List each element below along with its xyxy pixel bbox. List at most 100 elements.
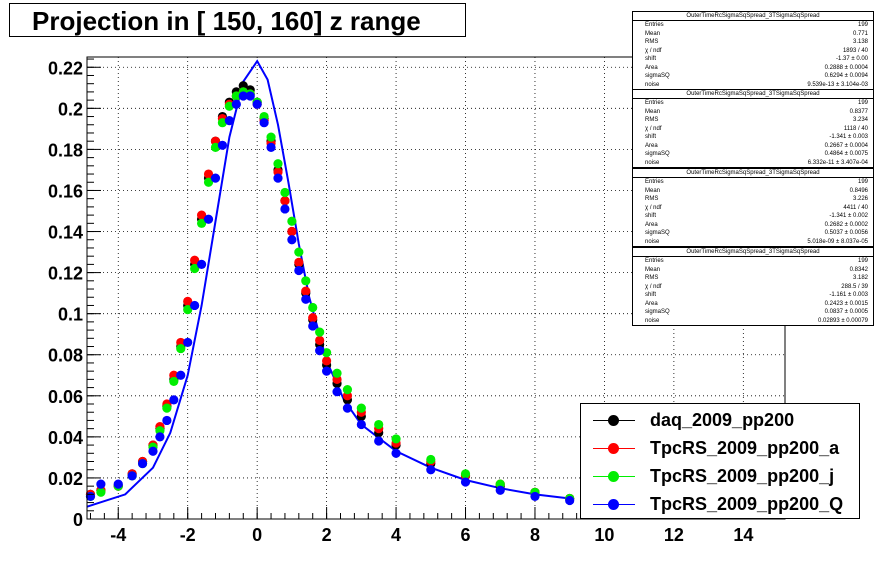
data-point bbox=[238, 91, 248, 101]
data-point bbox=[266, 132, 276, 142]
data-point bbox=[294, 265, 304, 276]
stats-value: -1.341 ± 0.002 bbox=[829, 213, 868, 219]
stats-row: χ / ndf 1118 / 40 bbox=[633, 125, 873, 134]
stats-value: 0.2888 ± 0.0004 bbox=[824, 64, 868, 71]
stats-key: shift bbox=[645, 134, 657, 140]
stats-value: 0.02893 ± 0.00079 bbox=[817, 317, 868, 324]
stats-row: Mean 0.771 bbox=[633, 30, 873, 39]
stats-key: Entries bbox=[645, 179, 664, 185]
data-point bbox=[231, 99, 241, 109]
data-point bbox=[308, 313, 318, 323]
legend-marker bbox=[608, 471, 619, 482]
y-tick-label: 0.06 bbox=[48, 387, 83, 407]
data-point bbox=[127, 471, 137, 481]
data-point bbox=[322, 366, 332, 376]
stats-value: 9.539e-13 ± 3.104e-03 bbox=[807, 81, 868, 88]
data-point bbox=[217, 140, 228, 150]
data-point bbox=[190, 300, 200, 311]
legend-label: TpcRS_2009_pp200_j bbox=[650, 466, 835, 486]
stats-key: χ / ndf bbox=[645, 283, 662, 290]
y-tick-label: 0.02 bbox=[48, 469, 83, 489]
legend-label: TpcRS_2009_pp200_Q bbox=[650, 494, 844, 514]
data-point bbox=[113, 479, 123, 489]
legend-entry: TpcRS_2009_pp200_Q bbox=[581, 490, 859, 518]
stats-row: sigmaSQ 0.6294 ± 0.0094 bbox=[633, 72, 873, 81]
stats-value: 6.332e-11 ± 3.407e-04 bbox=[807, 159, 868, 166]
stats-value: 0.8342 bbox=[849, 266, 868, 273]
data-point bbox=[169, 376, 179, 387]
x-tick-label: -2 bbox=[180, 525, 196, 545]
data-point bbox=[315, 335, 325, 345]
axes: -4 -2 0 2 4 6 8 10 12 14 0 0.02 0.04 0.06 0.08 0.1 0.12 0… bbox=[48, 56, 786, 545]
legend-entry: TpcRS_2009_pp200_j bbox=[581, 462, 859, 490]
x-tick-label: 14 bbox=[733, 525, 753, 545]
y-tick-label: 0.22 bbox=[48, 58, 83, 78]
data-point bbox=[356, 403, 366, 413]
data-point bbox=[162, 403, 172, 413]
stats-row: χ / ndf 288.5 / 39 bbox=[633, 283, 873, 292]
stats-value: 0.6294 ± 0.0094 bbox=[824, 73, 868, 79]
stats-key: Area bbox=[645, 221, 658, 228]
stats-key: RMS bbox=[645, 275, 659, 281]
stats-value: -1.161 ± 0.003 bbox=[829, 292, 868, 298]
data-point bbox=[530, 491, 540, 502]
data-point bbox=[460, 469, 471, 479]
data-point bbox=[183, 296, 193, 306]
stats-value: 199 bbox=[857, 179, 868, 185]
stats-key: shift bbox=[645, 292, 657, 298]
stats-key: sigmaSQ bbox=[645, 309, 670, 315]
chart-title: Projection in [ 150, 160] z range bbox=[9, 3, 466, 37]
data-point bbox=[224, 116, 234, 126]
stats-value: 0.2682 ± 0.0002 bbox=[824, 221, 868, 228]
legend-marker bbox=[608, 443, 619, 454]
stats-key: noise bbox=[645, 159, 660, 166]
stats-row: Mean 0.8496 bbox=[633, 187, 873, 196]
stats-panel: OuterTimeRcSigmaSqSpread_3TSigmaSqSpread… bbox=[632, 168, 874, 247]
stats-key: noise bbox=[645, 317, 660, 324]
stats-row: Area 0.2888 ± 0.0004 bbox=[633, 64, 873, 73]
legend: daq_2009_pp200 TpcRS_2009_pp200_a TpcRS_… bbox=[580, 403, 860, 519]
y-tick-label: 0.1 bbox=[58, 305, 83, 325]
data-point bbox=[280, 204, 290, 214]
stats-value: 1893 / 40 bbox=[842, 47, 868, 54]
stats-header: OuterTimeRcSigmaSqSpread_3TSigmaSqSpread bbox=[633, 248, 873, 257]
data-points bbox=[85, 81, 575, 506]
data-point bbox=[148, 446, 158, 456]
data-point bbox=[308, 321, 318, 331]
data-point bbox=[176, 370, 186, 380]
stats-key: χ / ndf bbox=[645, 204, 662, 211]
stats-key: Mean bbox=[645, 30, 661, 37]
stats-row: Area 0.2667 ± 0.0004 bbox=[633, 142, 873, 151]
stats-row: χ / ndf 1893 / 40 bbox=[633, 47, 873, 56]
stats-row: Entries 199 bbox=[633, 257, 873, 266]
data-point bbox=[565, 495, 575, 506]
stats-value: 0.8377 bbox=[849, 108, 868, 115]
data-point bbox=[315, 327, 325, 337]
data-point bbox=[322, 356, 332, 366]
data-point bbox=[231, 91, 241, 101]
stats-key: RMS bbox=[645, 117, 659, 123]
data-point bbox=[190, 263, 200, 274]
stats-key: noise bbox=[645, 238, 660, 245]
y-tick-label: 0.08 bbox=[48, 346, 83, 366]
data-point bbox=[176, 343, 186, 354]
stats-key: Area bbox=[645, 142, 658, 149]
data-point bbox=[356, 419, 366, 430]
y-tick-label: 0.18 bbox=[48, 140, 83, 160]
stats-value: 1118 / 40 bbox=[843, 125, 868, 132]
stats-value: 0.5037 ± 0.0056 bbox=[824, 230, 868, 236]
stats-value: 199 bbox=[857, 258, 868, 264]
stats-row: RMS 3.182 bbox=[633, 274, 873, 283]
data-point bbox=[245, 91, 255, 101]
stats-row: Mean 0.8342 bbox=[633, 266, 873, 275]
stats-key: Entries bbox=[645, 22, 664, 28]
stats-key: Mean bbox=[645, 108, 661, 115]
fit-curve bbox=[86, 59, 570, 508]
stats-value: 288.5 / 39 bbox=[841, 283, 868, 290]
stats-row: Area 0.2423 ± 0.0015 bbox=[633, 300, 873, 309]
stats-value: 3.138 bbox=[852, 39, 868, 45]
data-point bbox=[280, 187, 290, 198]
data-point bbox=[183, 337, 193, 348]
data-point bbox=[374, 419, 384, 430]
